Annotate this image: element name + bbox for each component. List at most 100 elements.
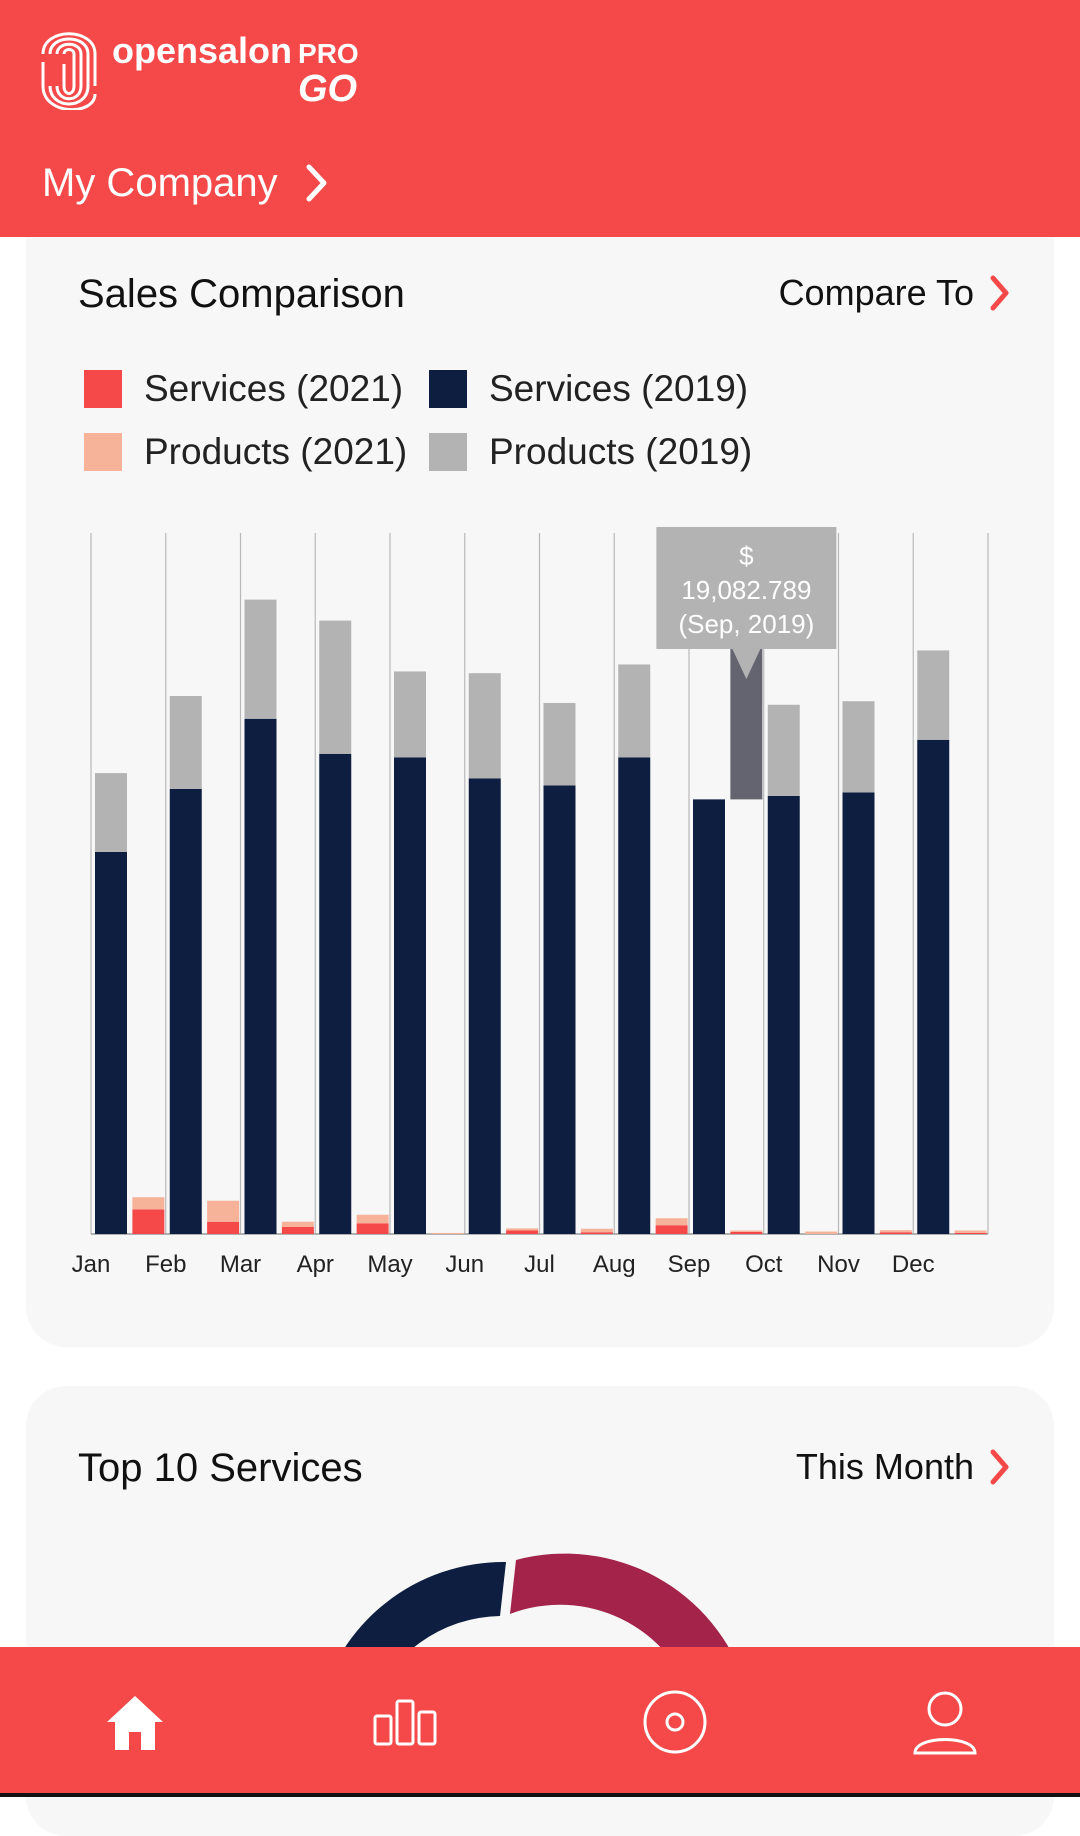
bar-jan-services-2019[interactable] — [95, 851, 127, 1234]
this-month-label: This Month — [795, 1446, 974, 1487]
sales-comparison-card: Sales Comparison Compare To Services (20… — [26, 200, 1054, 1347]
bar-oct-products-2021[interactable] — [805, 1231, 838, 1234]
company-selector[interactable]: My Company — [42, 158, 328, 208]
x-tick-label: Feb — [145, 1251, 186, 1278]
legend-item[interactable]: Products (2021) — [84, 431, 407, 473]
legend-label: Products (2019) — [489, 431, 753, 472]
bar-oct-services-2019[interactable] — [767, 795, 800, 1234]
app-logo: opensalon PRO GO — [40, 24, 360, 114]
bar-may-products-2019[interactable] — [394, 671, 426, 758]
x-tick-label: May — [367, 1251, 412, 1278]
bar-mar-services-2019[interactable] — [244, 718, 277, 1234]
legend-item[interactable]: Products (2019) — [429, 431, 752, 473]
bar-nov-products-2019[interactable] — [842, 701, 875, 793]
fingerprint-logo-icon — [41, 32, 97, 110]
sales-comparison-title: Sales Comparison — [78, 272, 405, 316]
brand-name: opensalon PRO — [112, 30, 359, 71]
compare-to-button[interactable]: Compare To — [779, 272, 1010, 314]
bar-jun-products-2021[interactable] — [506, 1228, 539, 1231]
bar-chart-icon — [373, 1699, 437, 1746]
legend-label: Products (2021) — [144, 431, 408, 472]
legend-label: Services (2021) — [144, 368, 404, 409]
bar-nov-services-2019[interactable] — [842, 792, 875, 1234]
bar-jan-products-2021[interactable] — [132, 1197, 165, 1210]
sales-comparison-chart[interactable]: Jan Feb Mar Apr May Jun Jul Aug Sep Oct Nov Dec $19,… — [26, 200, 1054, 1347]
nav-target[interactable] — [540, 1647, 810, 1797]
x-tick-label: Dec — [892, 1251, 935, 1278]
bar-sep-services-2021[interactable] — [730, 1231, 763, 1234]
bar-aug-services-2019[interactable] — [618, 757, 651, 1234]
x-tick-label: Oct — [745, 1251, 783, 1278]
legend-swatch — [84, 433, 122, 471]
bar-jun-products-2019[interactable] — [468, 673, 501, 779]
bar-apr-services-2019[interactable] — [319, 753, 352, 1234]
nav-reports[interactable] — [270, 1647, 540, 1797]
bar-jan-products-2019[interactable] — [95, 773, 127, 852]
x-tick-label: Apr — [297, 1251, 334, 1278]
brand-go: GO — [298, 68, 358, 110]
bar-mar-services-2021[interactable] — [281, 1226, 314, 1234]
bar-nov-products-2021[interactable] — [879, 1230, 912, 1233]
bar-feb-services-2019[interactable] — [169, 788, 202, 1234]
tooltip-text: (Sep, 2019) — [678, 609, 814, 639]
legend-label: Services (2019) — [489, 368, 749, 409]
bar-jul-products-2021[interactable] — [580, 1228, 613, 1233]
bar-aug-products-2019[interactable] — [618, 664, 651, 758]
legend-item[interactable]: Services (2021) — [84, 368, 403, 410]
x-tick-label: Sep — [668, 1251, 711, 1278]
bar-sep-products-2021[interactable] — [730, 1230, 763, 1232]
bar-jul-services-2021[interactable] — [580, 1232, 613, 1234]
tooltip-text: $ — [739, 541, 754, 571]
x-tick-label: Aug — [593, 1251, 636, 1278]
chevron-right-icon — [990, 1449, 1009, 1485]
bar-mar-products-2021[interactable] — [281, 1221, 314, 1227]
bar-aug-services-2021[interactable] — [655, 1225, 688, 1234]
nav-home[interactable] — [0, 1647, 270, 1797]
system-bar — [0, 1793, 1080, 1797]
bar-dec-products-2019[interactable] — [917, 650, 950, 740]
bar-jun-services-2019[interactable] — [468, 778, 501, 1234]
bar-dec-products-2021[interactable] — [954, 1230, 987, 1233]
bar-may-products-2021[interactable] — [431, 1232, 464, 1234]
bar-mar-products-2019[interactable] — [244, 599, 277, 719]
bar-feb-products-2021[interactable] — [207, 1200, 240, 1222]
bar-feb-services-2021[interactable] — [207, 1221, 240, 1234]
bar-apr-products-2021[interactable] — [356, 1214, 389, 1224]
bar-jun-services-2021[interactable] — [506, 1230, 539, 1234]
x-tick-label: Jan — [72, 1251, 111, 1278]
user-icon — [913, 1691, 977, 1755]
company-name: My Company — [42, 160, 278, 205]
bar-oct-products-2019[interactable] — [767, 704, 800, 796]
target-icon — [643, 1690, 707, 1754]
this-month-button[interactable]: This Month — [796, 1446, 1010, 1488]
x-tick-label: Jul — [524, 1251, 555, 1278]
legend-swatch — [84, 370, 122, 408]
tooltip-box — [656, 527, 837, 649]
top-services-title: Top 10 Services — [78, 1446, 363, 1490]
tooltip-pointer — [732, 649, 761, 679]
bar-jul-products-2019[interactable] — [543, 702, 576, 786]
bar-sep-services-2019[interactable] — [693, 799, 725, 1234]
bar-nov-services-2021[interactable] — [879, 1232, 912, 1234]
bar-dec-services-2019[interactable] — [917, 739, 950, 1234]
x-tick-label: Mar — [220, 1251, 261, 1278]
legend-swatch — [429, 370, 467, 408]
x-tick-label: Jun — [445, 1251, 484, 1278]
tooltip-text: 19,082.789 — [681, 575, 811, 605]
chevron-right-icon — [306, 164, 327, 202]
bar-jan-services-2021[interactable] — [132, 1209, 165, 1234]
bar-apr-services-2021[interactable] — [356, 1223, 389, 1234]
bar-feb-products-2019[interactable] — [169, 695, 202, 789]
nav-profile[interactable] — [810, 1647, 1080, 1797]
bar-dec-services-2021[interactable] — [954, 1232, 987, 1234]
home-icon — [107, 1696, 163, 1750]
legend-item[interactable]: Services (2019) — [429, 368, 748, 410]
bar-aug-products-2021[interactable] — [655, 1218, 688, 1226]
compare-to-label: Compare To — [778, 272, 974, 313]
bar-apr-products-2019[interactable] — [319, 620, 352, 754]
bar-jul-services-2019[interactable] — [543, 785, 576, 1234]
bar-may-services-2019[interactable] — [394, 757, 426, 1234]
legend-swatch — [429, 433, 467, 471]
chevron-right-icon — [990, 275, 1009, 311]
app-header: opensalon PRO GO My Company — [0, 0, 1080, 237]
